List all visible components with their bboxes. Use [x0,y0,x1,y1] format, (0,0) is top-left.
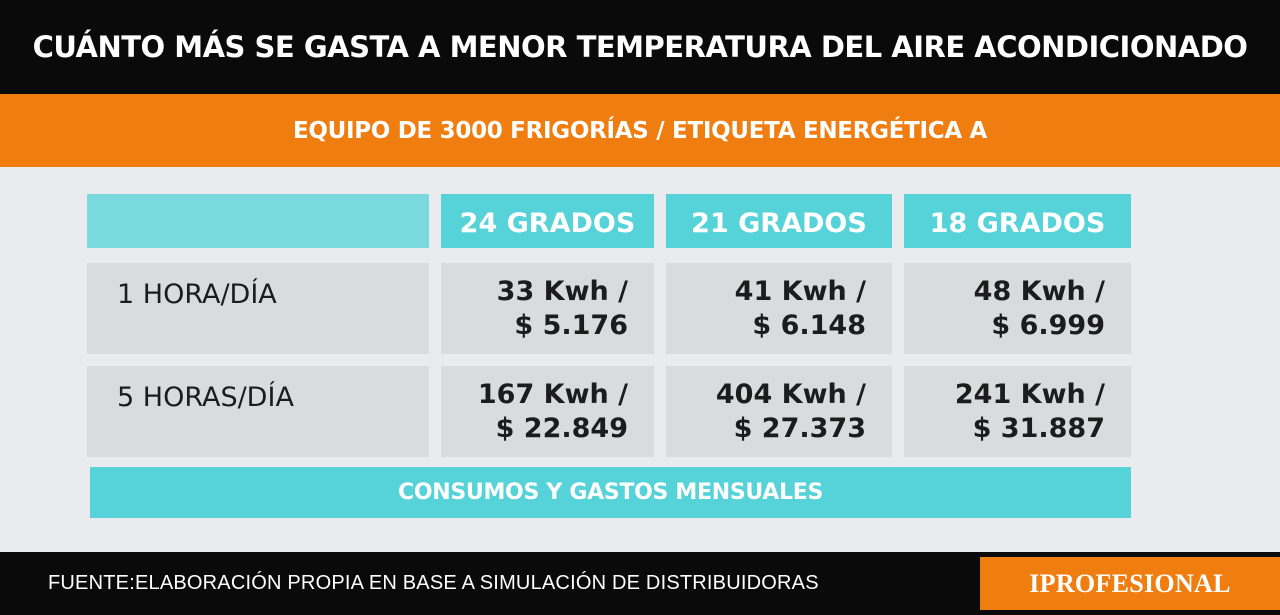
cost-value: $ 6.148 [752,309,866,341]
table-cell: 241 Kwh / $ 31.887 [904,366,1131,457]
kwh-value: 41 Kwh / [734,275,866,307]
table-cell: 167 Kwh / $ 22.849 [441,366,654,457]
table-cell: 41 Kwh / $ 6.148 [666,263,892,354]
kwh-value: 404 Kwh / [715,378,866,410]
table-corner [87,194,429,248]
kwh-value: 48 Kwh / [973,275,1105,307]
page-subtitle: EQUIPO DE 3000 FRIGORÍAS / ETIQUETA ENER… [0,94,1280,167]
row-label-5-horas: 5 HORAS/DÍA [87,366,429,457]
column-header-21: 21 GRADOS [666,194,892,248]
cost-value: $ 27.373 [733,412,866,444]
cost-value: $ 6.999 [991,309,1105,341]
column-header-24: 24 GRADOS [441,194,654,248]
source-note: FUENTE:ELABORACIÓN PROPIA EN BASE A SIMU… [48,572,819,594]
kwh-value: 167 Kwh / [477,378,628,410]
brand-logo: IPROFESIONAL [980,557,1280,610]
table-cell: 33 Kwh / $ 5.176 [441,263,654,354]
table-footer-label: CONSUMOS Y GASTOS MENSUALES [90,467,1131,518]
page-title: CUÁNTO MÁS SE GASTA A MENOR TEMPERATURA … [0,0,1280,94]
kwh-value: 33 Kwh / [496,275,628,307]
cost-value: $ 31.887 [972,412,1105,444]
table-cell: 404 Kwh / $ 27.373 [666,366,892,457]
cost-value: $ 5.176 [514,309,628,341]
row-label-1-hora: 1 HORA/DÍA [87,263,429,354]
cost-value: $ 22.849 [495,412,628,444]
kwh-value: 241 Kwh / [954,378,1105,410]
column-header-18: 18 GRADOS [904,194,1131,248]
table-cell: 48 Kwh / $ 6.999 [904,263,1131,354]
